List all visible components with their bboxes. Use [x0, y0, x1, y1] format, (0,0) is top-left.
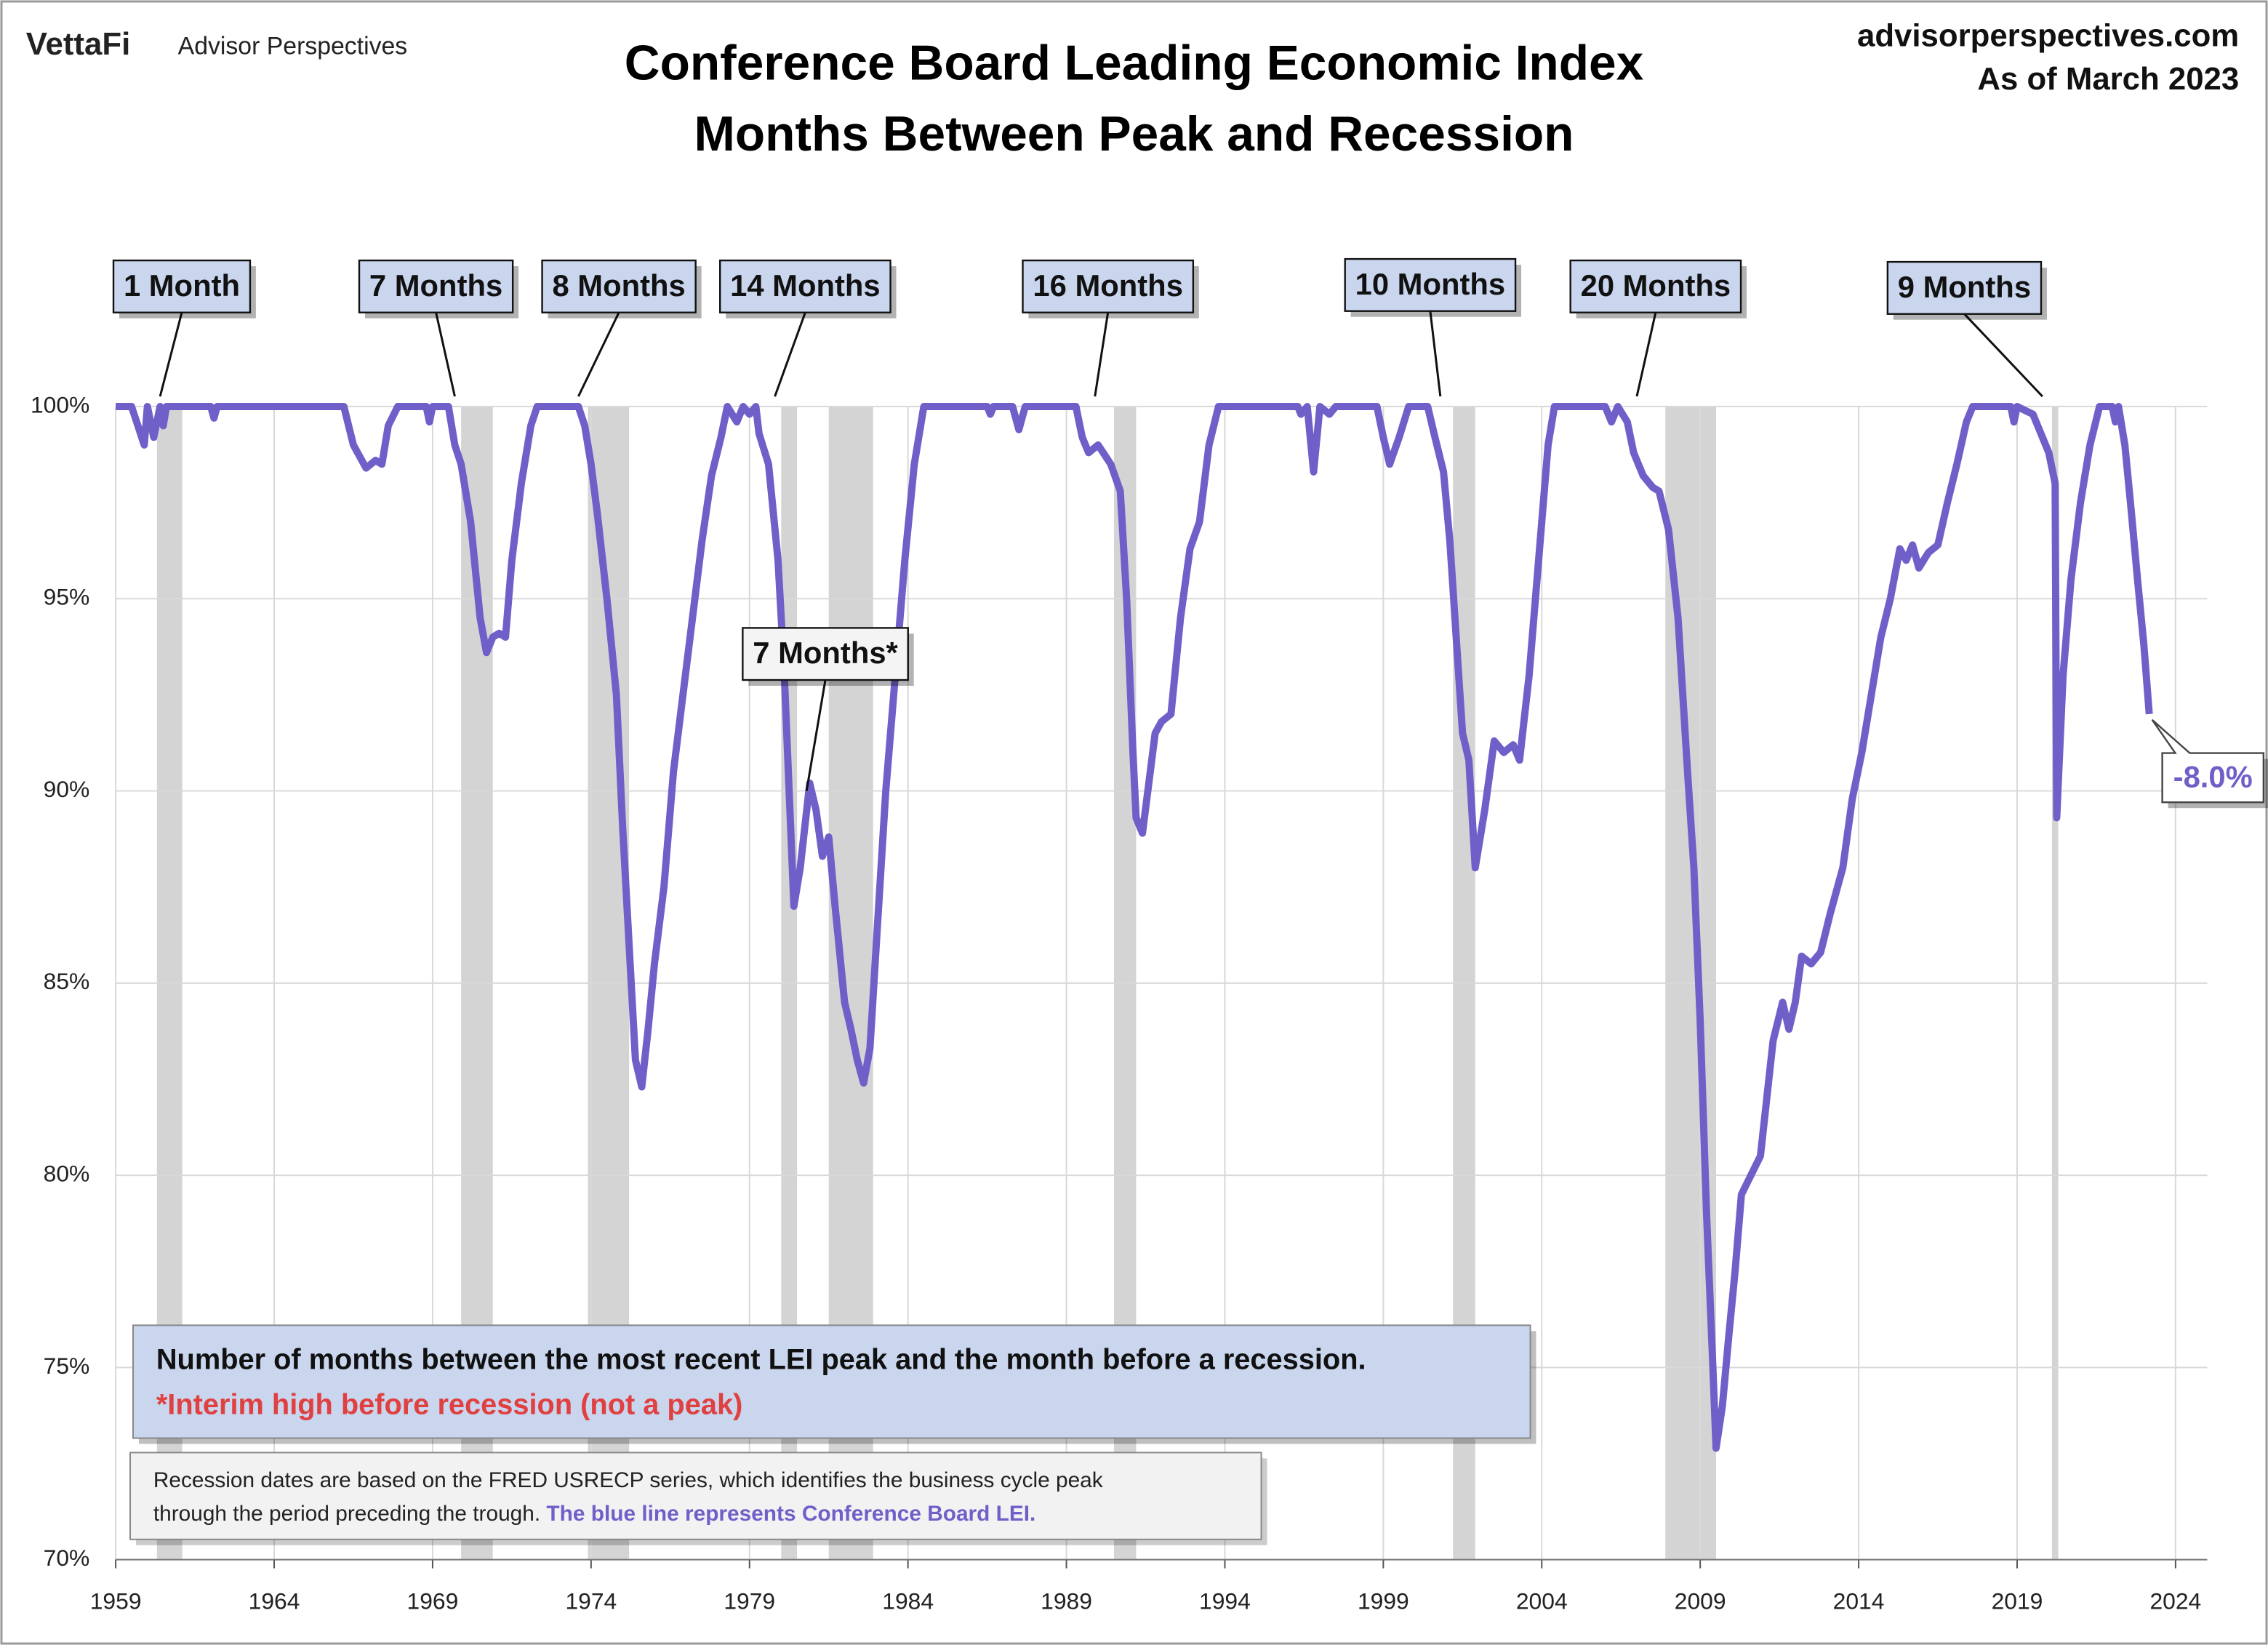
footnote-text: The blue line represents Conference Boar… — [546, 1502, 1035, 1526]
as-of: As of March 2023 — [1977, 61, 2239, 97]
y-tick-label: 100% — [31, 391, 89, 417]
annotation: 7 Months* — [742, 627, 914, 791]
annotations: 1 Month 7 Months 8 Months 14 Months 16 Month… — [112, 257, 2268, 809]
x-tick-label: 1999 — [1358, 1588, 1409, 1614]
annotation-box — [541, 259, 697, 313]
annotation-label: 20 Months — [1581, 268, 1731, 303]
x-tick-label: 2004 — [1516, 1588, 1568, 1614]
footnote-line: through the period preceding the trough.… — [153, 1502, 1036, 1526]
y-tick-label: 85% — [44, 968, 90, 994]
annotation-label: 1 Month — [124, 268, 240, 303]
annotation-pointer — [1635, 312, 1657, 397]
lei-line — [116, 403, 2153, 1452]
annotation-box — [112, 259, 252, 313]
site: advisorperspectives.com — [1857, 17, 2239, 53]
x-tick-label: 2019 — [1992, 1588, 2043, 1614]
footnote-line: Recession dates are based on the FRED US… — [153, 1468, 1103, 1492]
end-callout-label: -8.0% — [2173, 759, 2253, 793]
annotation-box — [1344, 257, 1517, 312]
grid: 70% 75% 80% 85% 90% 95% 100% 1959 1964 1969 1974 19… — [31, 391, 2208, 1614]
annotation-label: 7 Months — [369, 268, 502, 303]
annotation: 10 Months — [1344, 257, 1522, 397]
annotation-pointer — [435, 312, 456, 397]
annotation: 8 Months — [541, 259, 702, 397]
annotation-label: 7 Months* — [753, 636, 898, 670]
annotation-pointer — [1429, 311, 1442, 397]
annotation-pointer — [805, 679, 827, 791]
note-box — [132, 1324, 1531, 1439]
x-tick-label: 1974 — [565, 1588, 617, 1614]
x-tick-label: 2014 — [1833, 1588, 1885, 1614]
brand-sub: Advisor Perspectives — [178, 33, 408, 60]
annotation-pointer — [1963, 313, 2043, 398]
x-tick-label: 1979 — [724, 1588, 775, 1614]
annotation-pointer — [577, 312, 620, 397]
brand: VettaFi — [26, 26, 130, 62]
annotation-box — [1886, 260, 2043, 315]
annotation: 20 Months — [1569, 259, 1747, 397]
y-tick-label: 90% — [44, 776, 90, 802]
annotation-label: 14 Months — [730, 268, 881, 303]
annotation-pointer — [774, 312, 806, 397]
x-tick-label: 1969 — [407, 1588, 459, 1614]
y-tick-label: 70% — [44, 1545, 90, 1571]
annotation-box — [358, 259, 514, 313]
footnote-text: through the period preceding the trough. — [153, 1502, 540, 1526]
x-tick-label: 1959 — [90, 1588, 142, 1614]
annotation: 7 Months — [358, 259, 519, 397]
plot — [116, 403, 2153, 1452]
chart-subtitle: Months Between Peak and Recession — [694, 107, 1574, 161]
x-tick-label: 1984 — [882, 1588, 934, 1614]
x-tick-label: 2009 — [1675, 1588, 1726, 1614]
end-callout-box — [2151, 719, 2265, 804]
note-line: Number of months between the most recent… — [156, 1344, 1366, 1376]
y-tick-label: 95% — [44, 584, 90, 610]
annotation-pointer — [1094, 312, 1110, 397]
annotation-box — [719, 259, 891, 313]
annotation: 14 Months — [719, 259, 897, 397]
annotation: 9 Months — [1886, 260, 2047, 398]
annotation-box — [1022, 259, 1195, 313]
x-tick-label: 2024 — [2149, 1588, 2201, 1614]
annotation-box — [742, 627, 909, 681]
annotation-label: 16 Months — [1033, 268, 1183, 303]
x-tick-label: 1994 — [1199, 1588, 1251, 1614]
end-callout: -8.0% — [2151, 719, 2268, 809]
annotation-label: 9 Months — [1898, 270, 2031, 304]
chart-title: Conference Board Leading Economic Index — [625, 36, 1644, 90]
y-tick-label: 80% — [44, 1160, 90, 1186]
y-tick-label: 75% — [44, 1353, 90, 1379]
annotation-label: 8 Months — [552, 268, 685, 303]
annotation-box — [1569, 259, 1742, 313]
footnote-box — [129, 1452, 1262, 1540]
x-tick-label: 1964 — [249, 1588, 300, 1614]
annotation: 16 Months — [1022, 259, 1199, 397]
annotation-pointer — [159, 312, 183, 397]
annotation: 1 Month — [112, 259, 256, 397]
x-tick-label: 1989 — [1041, 1588, 1092, 1614]
annotation-label: 10 Months — [1355, 267, 1506, 301]
note-line: *Interim high before recession (not a pe… — [156, 1388, 742, 1420]
